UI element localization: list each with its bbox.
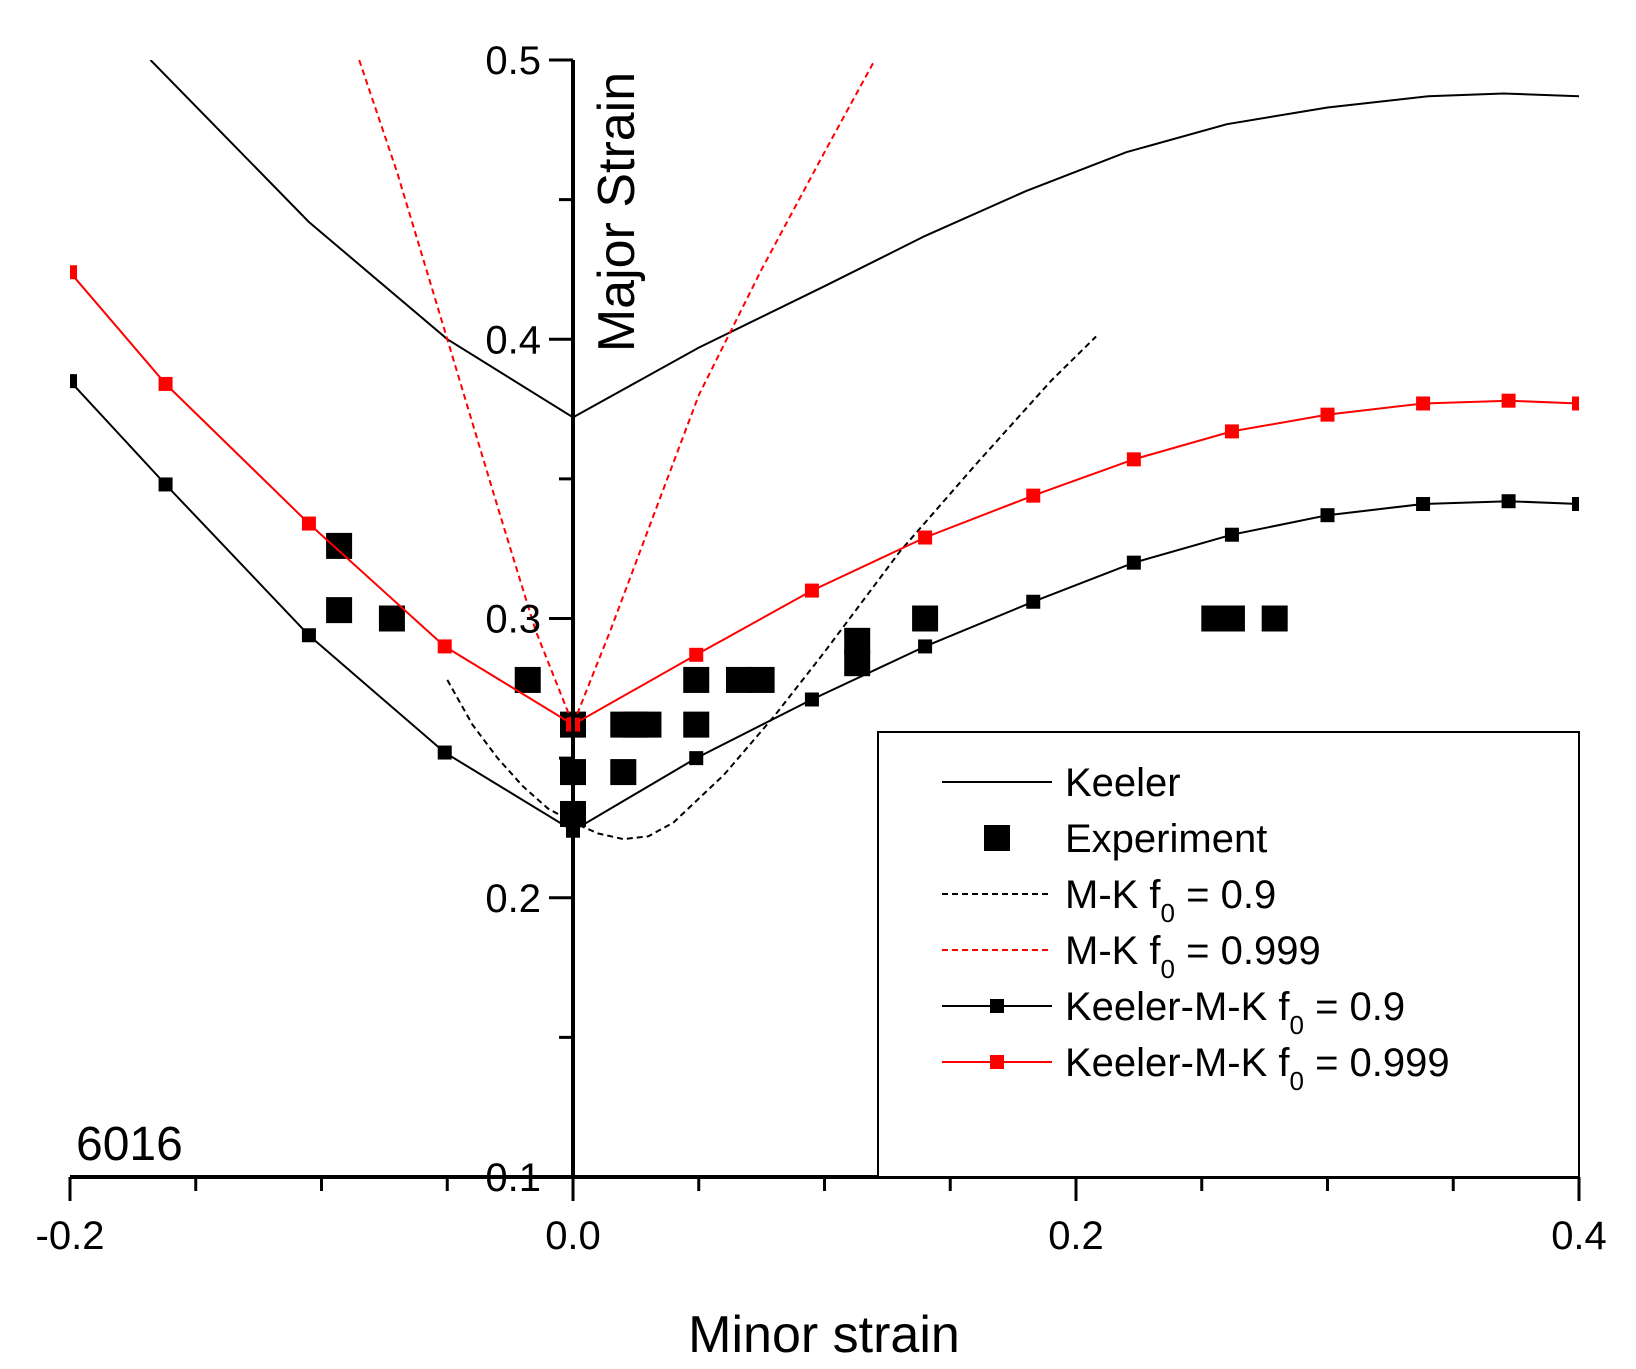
legend-label-experiment: Experiment bbox=[1065, 817, 1267, 861]
keeler-m-k-f0-0-999-line bbox=[70, 271, 1579, 726]
experiment-point bbox=[1218, 605, 1245, 632]
keeler-m-k-f0-0-9-marker bbox=[1126, 555, 1141, 570]
legend: Keeler Experiment M-K f0 = 0.9M-K f0 = 0.9… bbox=[877, 731, 1580, 1178]
x-tick-label: -0.2 bbox=[36, 1214, 105, 1258]
legend-items: Keeler Experiment M-K f0 = 0.9M-K f0 = 0.9… bbox=[942, 761, 1450, 1096]
keeler-m-k-f0-0-999-marker bbox=[918, 530, 933, 545]
x-tick-label: 0.0 bbox=[545, 1214, 601, 1258]
legend-marker-keeler-m-k-f0-0-999 bbox=[990, 1055, 1004, 1069]
keeler-m-k-f0-0-9-marker bbox=[1416, 497, 1431, 512]
keeler-m-k-f0-0-999-marker bbox=[1224, 424, 1239, 439]
keeler-m-k-f0-0-999-marker bbox=[301, 516, 316, 531]
experiment-point bbox=[748, 666, 775, 693]
y-axis-title: Major Strain bbox=[588, 72, 646, 352]
sample-annotation: 6016 bbox=[76, 1118, 183, 1171]
keeler-m-k-f0-0-9-marker bbox=[158, 477, 173, 492]
legend-label-m-k-f0-0-999: M-K f0 = 0.999 bbox=[1065, 929, 1321, 984]
keeler-m-k-f0-0-9-marker bbox=[804, 692, 819, 707]
keeler-m-k-f0-0-9-marker bbox=[689, 751, 704, 766]
legend-label-keeler-m-k-f0-0-9: Keeler-M-K f0 = 0.9 bbox=[1065, 985, 1405, 1040]
keeler-m-k-f0-0-9-marker bbox=[1224, 527, 1239, 542]
y-tick-label: 0.1 bbox=[485, 1156, 541, 1200]
keeler-m-k-f0-0-9-marker bbox=[437, 745, 452, 760]
keeler-line bbox=[149, 60, 1579, 419]
keeler-m-k-f0-0-999-marker bbox=[1126, 452, 1141, 467]
legend-box bbox=[877, 731, 1580, 1178]
legend-label-keeler-m-k-f0-0-999: Keeler-M-K f0 = 0.999 bbox=[1065, 1041, 1450, 1096]
keeler-m-k-f0-0-9-marker bbox=[70, 374, 77, 389]
experiment-point bbox=[378, 605, 405, 632]
x-tick-label: 0.4 bbox=[1551, 1214, 1607, 1258]
experiment-point bbox=[844, 627, 871, 654]
keeler-m-k-f0-0-9-marker bbox=[918, 639, 933, 654]
y-tick-label: 0.2 bbox=[485, 877, 541, 921]
x-axis-title: Minor strain bbox=[688, 1306, 960, 1364]
experiment-point bbox=[683, 666, 710, 693]
keeler-m-k-f0-0-999-marker bbox=[1416, 396, 1431, 411]
experiment-point bbox=[610, 759, 637, 786]
keeler-m-k-f0-0-9-marker bbox=[301, 628, 316, 643]
y-tick-label: 0.5 bbox=[485, 39, 541, 83]
legend-label-m-k-f0-0-9: M-K f0 = 0.9 bbox=[1065, 873, 1276, 928]
keeler-m-k-f0-0-999-marker bbox=[689, 647, 704, 662]
legend-marker-keeler-m-k-f0-0-9 bbox=[990, 999, 1004, 1013]
keeler-m-k-f0-0-999-marker bbox=[1501, 393, 1516, 408]
keeler-m-k-f0-0-9-marker bbox=[1501, 494, 1516, 509]
keeler-m-k-f0-0-999-marker bbox=[437, 639, 452, 654]
experiment-point bbox=[635, 711, 662, 738]
plot-area bbox=[70, 60, 1579, 841]
keeler-m-k-f0-0-9-marker bbox=[1026, 594, 1041, 609]
x-tick-label: 0.2 bbox=[1048, 1214, 1104, 1258]
experiment-point bbox=[683, 711, 710, 738]
keeler-m-k-f0-0-9-marker bbox=[1320, 508, 1335, 523]
legend-swatch-experiment bbox=[984, 825, 1010, 851]
experiment-point bbox=[514, 666, 541, 693]
keeler-m-k-f0-0-9-marker bbox=[1572, 497, 1579, 512]
keeler-m-k-f0-0-999-marker bbox=[1026, 488, 1041, 503]
m-k-f0-0-999-line bbox=[358, 60, 876, 728]
legend-label-keeler: Keeler bbox=[1065, 761, 1181, 805]
experiment-point bbox=[725, 666, 752, 693]
series-layer bbox=[70, 60, 1579, 841]
keeler-m-k-f0-0-999-marker bbox=[804, 583, 819, 598]
experiment-point bbox=[912, 605, 939, 632]
keeler-m-k-f0-0-999-marker bbox=[1320, 407, 1335, 422]
keeler-m-k-f0-0-999-marker bbox=[70, 265, 77, 280]
keeler-m-k-f0-0-999-marker bbox=[1572, 396, 1579, 411]
experiment-point bbox=[1261, 605, 1288, 632]
m-k-f0-0-9-line bbox=[446, 335, 1097, 841]
y-tick-label: 0.4 bbox=[485, 318, 541, 362]
keeler-m-k-f0-0-999-marker bbox=[158, 376, 173, 391]
experiment-point bbox=[844, 650, 871, 677]
experiment-point bbox=[326, 532, 353, 559]
y-tick-label: 0.3 bbox=[485, 598, 541, 642]
experiment-point bbox=[326, 597, 353, 624]
